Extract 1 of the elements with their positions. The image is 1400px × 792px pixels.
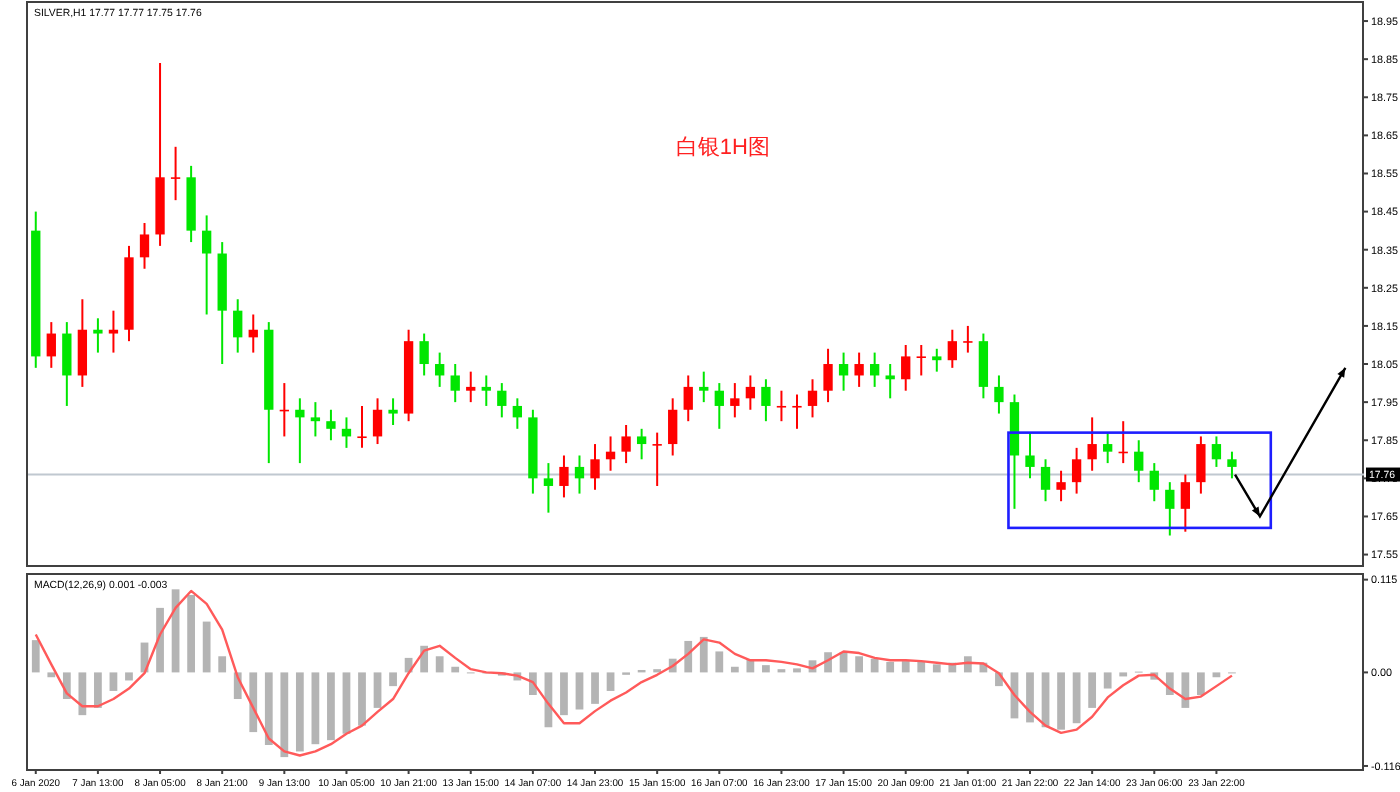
text: 白银1H图 — [675, 136, 770, 160]
